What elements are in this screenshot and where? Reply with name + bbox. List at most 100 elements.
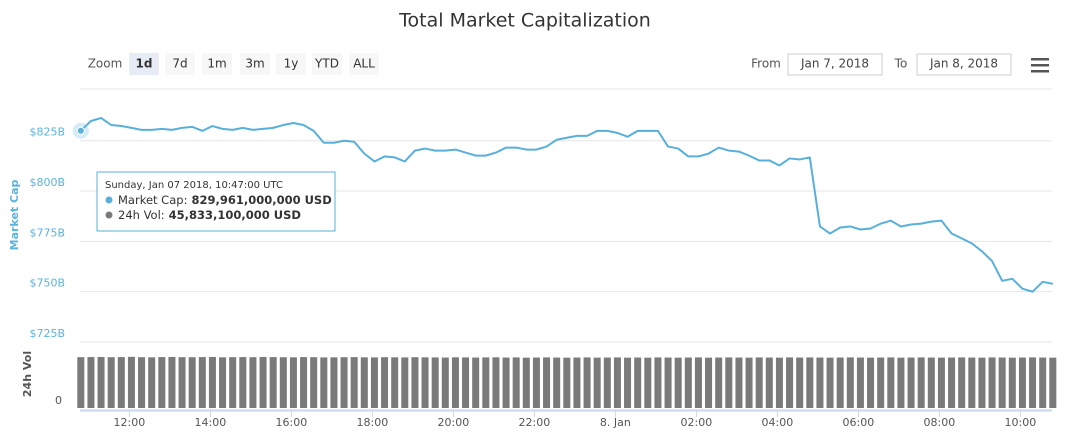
- x-tick-label: 14:00: [195, 416, 227, 429]
- tooltip-dot: [105, 196, 113, 204]
- from-input[interactable]: [787, 53, 883, 76]
- volume-bar: [360, 357, 368, 408]
- zoom-button[interactable]: 1m: [202, 53, 232, 75]
- button-bg: [202, 53, 232, 75]
- volume-bar: [522, 357, 530, 408]
- volume-bar: [401, 357, 409, 408]
- to-date: Jan 8, 2018: [929, 57, 998, 71]
- volume-bar: [907, 357, 915, 408]
- volume-bar: [411, 357, 419, 408]
- volume-bar: [978, 357, 986, 408]
- zoom-button[interactable]: 1y: [276, 53, 306, 75]
- y-tick-label: $775B: [29, 226, 65, 239]
- volume-bar: [958, 357, 966, 408]
- x-tick-label: 04:00: [762, 416, 794, 429]
- volume-bar: [684, 357, 692, 408]
- volume-bar: [320, 357, 328, 408]
- volume-tick-label: 0: [55, 394, 62, 407]
- menu-bar: [1031, 58, 1049, 61]
- menu-bar: [1031, 64, 1049, 67]
- volume-bar: [826, 357, 834, 408]
- volume-bar: [694, 357, 702, 408]
- volume-bar: [381, 357, 389, 408]
- menu-button[interactable]: [1031, 58, 1049, 73]
- button-label: 1y: [284, 57, 299, 71]
- volume-axis-title: 24h Vol: [21, 351, 34, 397]
- button-bg: [129, 53, 159, 75]
- button-bg: [276, 53, 306, 75]
- volume-bar: [87, 357, 95, 408]
- volume-bar: [816, 357, 824, 408]
- volume-bar: [451, 357, 459, 408]
- y-axis-title: Market Cap: [8, 180, 21, 251]
- y-tick-label: $725B: [29, 327, 65, 340]
- volume-bar: [472, 357, 480, 408]
- volume-bar: [775, 357, 783, 408]
- x-tick-label: 06:00: [843, 416, 875, 429]
- volume-bar: [1029, 357, 1037, 408]
- to-label: To: [894, 57, 908, 71]
- button-label: 1m: [207, 57, 226, 71]
- tooltip: Sunday, Jan 07 2018, 10:47:00 UTC Market …: [96, 171, 336, 232]
- button-bg: [165, 53, 195, 75]
- volume-bar: [77, 357, 85, 408]
- volume-bar: [279, 357, 287, 408]
- volume-bar: [532, 357, 540, 408]
- volume-bar: [715, 357, 723, 408]
- volume-bar: [887, 357, 895, 408]
- volume-bar: [1049, 357, 1057, 408]
- x-tick-label: 20:00: [438, 416, 470, 429]
- volume-bar: [482, 357, 490, 408]
- volume-bar: [370, 357, 378, 408]
- volume-bar: [97, 356, 105, 408]
- volume-bar: [269, 357, 277, 408]
- volume-bar: [998, 357, 1006, 408]
- volume-bar: [603, 357, 611, 408]
- x-tick-label: 22:00: [519, 416, 551, 429]
- x-tick-label: 10:00: [1005, 416, 1037, 429]
- button-label: YTD: [314, 57, 339, 71]
- volume-bar: [917, 357, 925, 408]
- zoom-button[interactable]: 7d: [165, 53, 195, 75]
- zoom-button[interactable]: 3m: [240, 53, 270, 75]
- volume-bar: [441, 357, 449, 408]
- tooltip-box: [96, 171, 336, 232]
- volume-bar: [198, 357, 206, 408]
- volume-bar: [877, 357, 885, 408]
- volume-bar: [583, 357, 591, 408]
- button-bg: [240, 53, 270, 75]
- volume-bar: [563, 357, 571, 408]
- volume-bar: [148, 357, 156, 408]
- volume-bar: [725, 357, 733, 408]
- volume-bar: [107, 357, 115, 408]
- volume-bar: [158, 357, 166, 408]
- x-tick-label: 12:00: [114, 416, 146, 429]
- to-input[interactable]: [916, 53, 1012, 76]
- volume-bar: [867, 357, 875, 408]
- zoom-button[interactable]: ALL: [349, 53, 379, 75]
- volume-bar: [1039, 357, 1047, 408]
- y-tick-label: $750B: [29, 277, 65, 290]
- volume-bar: [219, 357, 227, 408]
- tooltip-row: Market Cap: 829,961,000,000 USD: [118, 193, 332, 207]
- zoom-label: Zoom: [88, 57, 123, 71]
- volume-bar: [988, 357, 996, 408]
- volume-bar: [806, 357, 814, 408]
- volume-bar: [462, 357, 470, 408]
- button-label: 3m: [245, 57, 264, 71]
- volume-bar: [553, 357, 561, 408]
- chart-title: Total Market Capitalization: [398, 10, 651, 32]
- volume-bar: [937, 357, 945, 408]
- volume-bar: [117, 357, 125, 408]
- volume-bar: [948, 357, 956, 408]
- menu-bar: [1031, 70, 1049, 73]
- tooltip-dot: [105, 211, 113, 219]
- zoom-button[interactable]: 1d: [129, 53, 159, 75]
- volume-bar: [249, 357, 257, 408]
- volume-bar: [664, 357, 672, 408]
- volume-bar: [330, 357, 338, 408]
- volume-bar: [705, 357, 713, 408]
- zoom-button[interactable]: YTD: [312, 53, 342, 75]
